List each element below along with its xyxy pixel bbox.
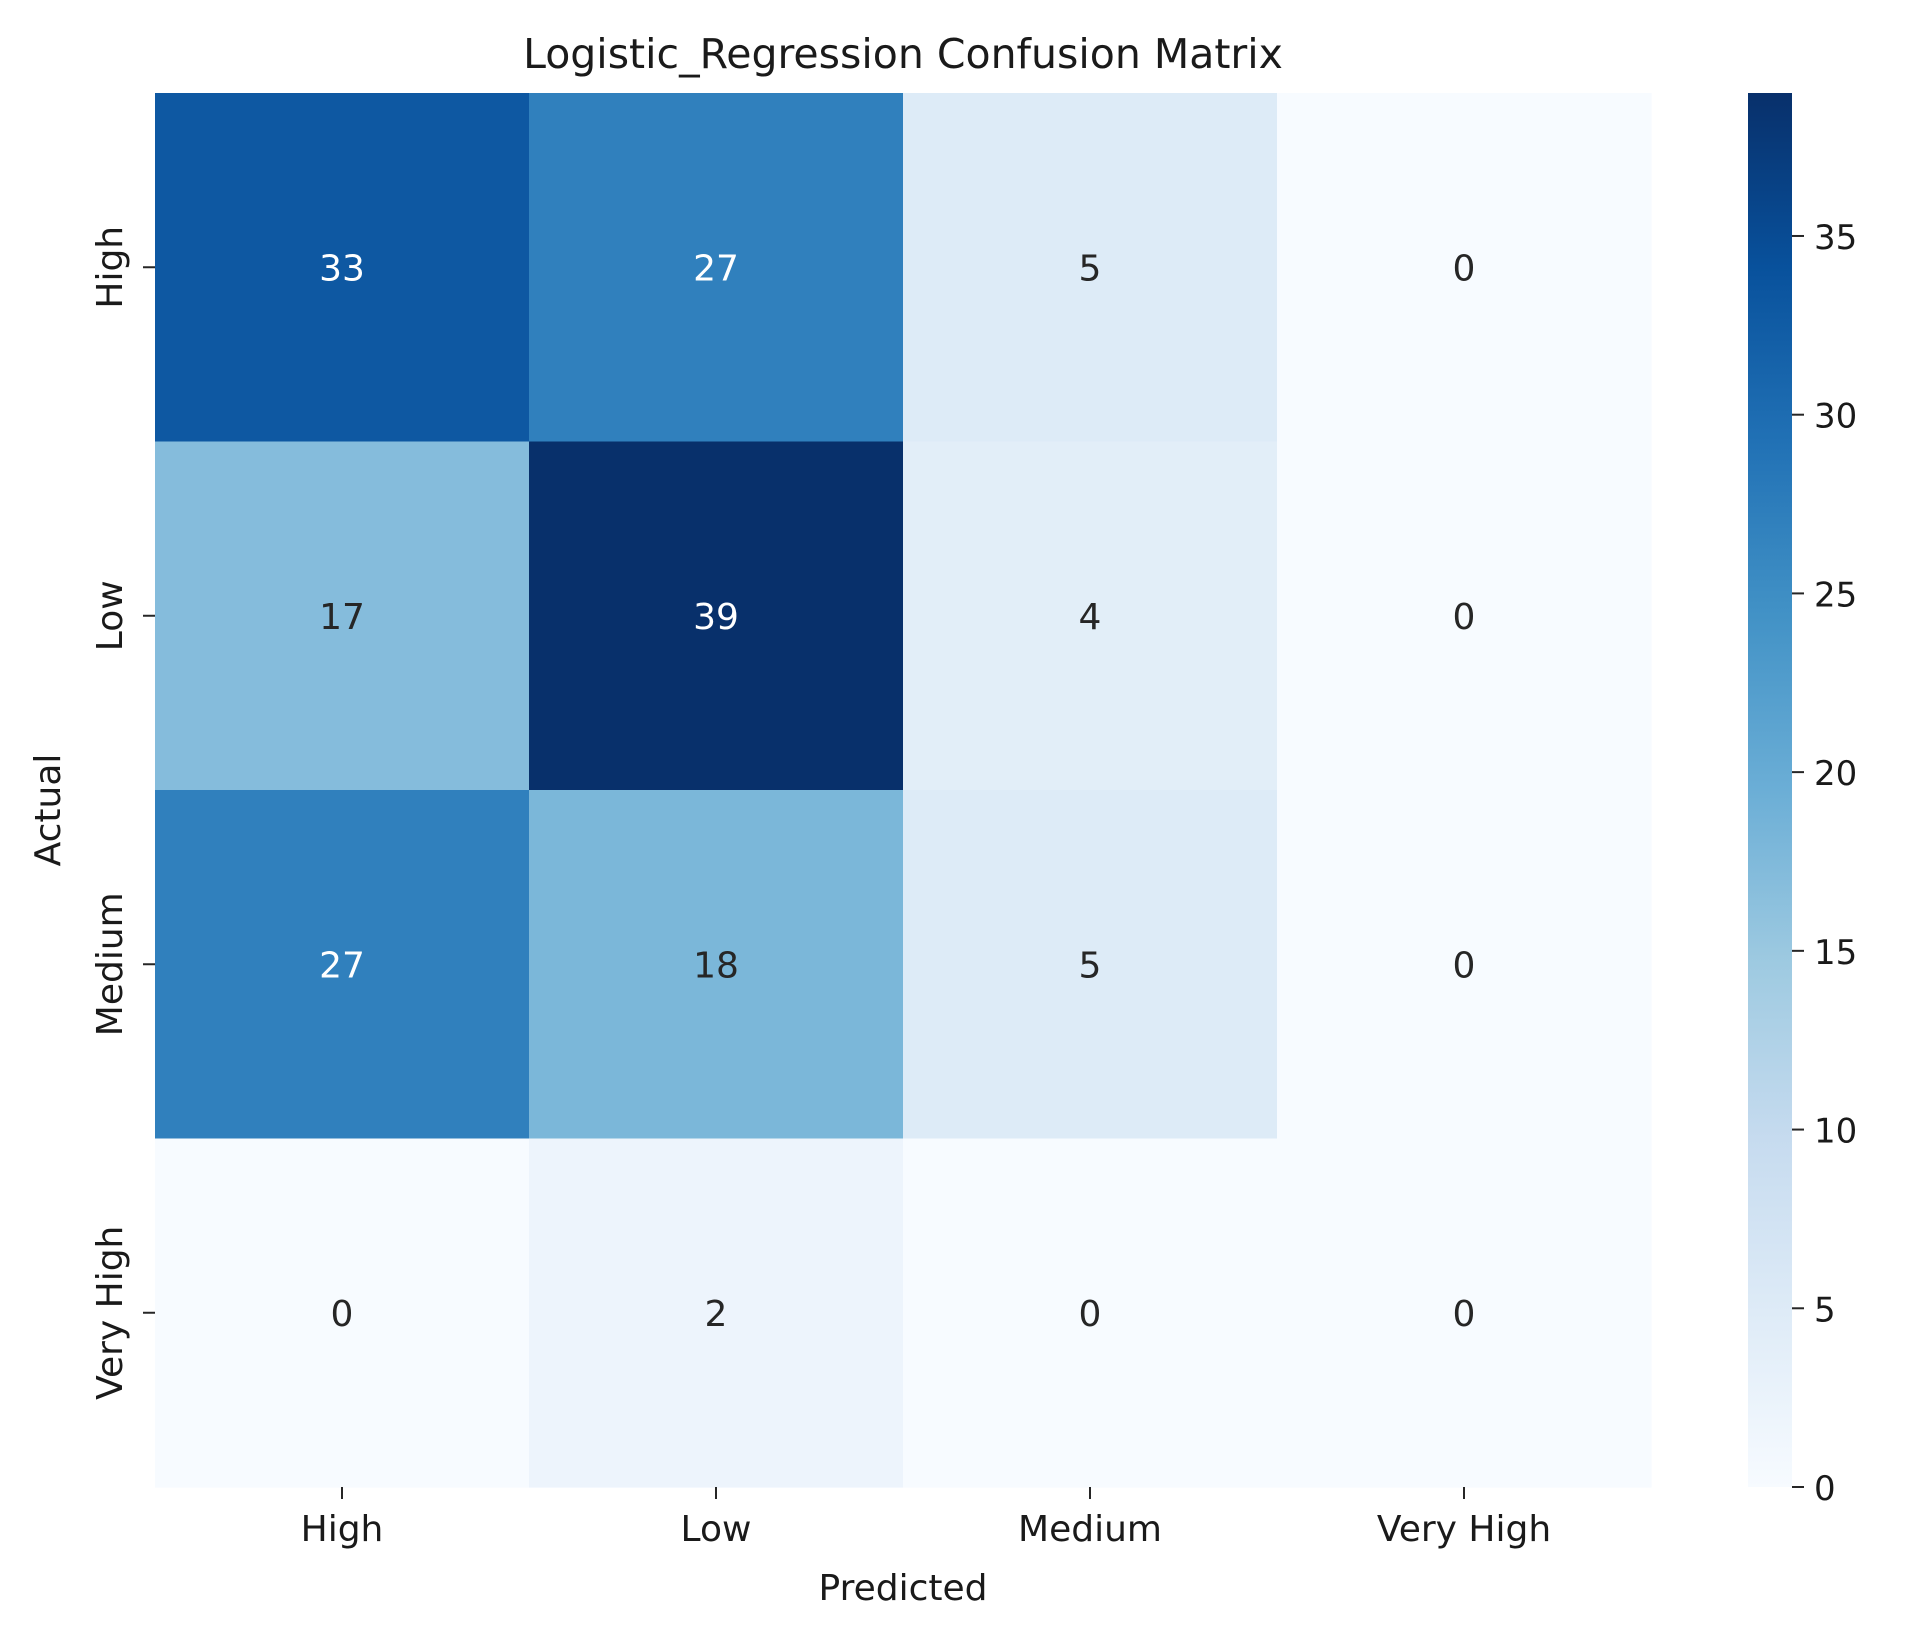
heatmap-grid: 33 27 5 0 17 39 4 0 27 18 5 0 0 2 0 0 [155, 93, 1652, 1488]
heatmap-cell [155, 441, 530, 791]
x-tick-label: Medium [1018, 1509, 1162, 1550]
cell-value-label: 0 [331, 1294, 354, 1335]
heatmap-cell [1277, 1138, 1652, 1488]
y-axis: High Low Medium Very High [90, 226, 155, 1400]
heatmap-cell [903, 441, 1278, 791]
heatmap-cell [903, 790, 1278, 1140]
y-tick-label: Medium [90, 892, 131, 1036]
colorbar-tick-label: 30 [1814, 397, 1857, 437]
colorbar [1748, 93, 1792, 1487]
colorbar-tick-label: 35 [1814, 218, 1857, 258]
cell-value-label: 2 [705, 1294, 728, 1335]
colorbar-tick-label: 20 [1814, 754, 1857, 794]
cell-value-label: 0 [1453, 945, 1476, 986]
y-tick-label: High [90, 226, 131, 309]
heatmap-cell [155, 1138, 530, 1488]
x-axis: High Low Medium Very High [301, 1487, 1551, 1550]
x-tick-label: Very High [1377, 1509, 1551, 1550]
cell-value-label: 4 [1079, 597, 1102, 638]
cell-value-label: 5 [1079, 945, 1102, 986]
x-tick-label: High [301, 1509, 384, 1550]
heatmap-cell [1277, 790, 1652, 1140]
heatmap-cell [903, 1138, 1278, 1488]
colorbar-tick-label: 10 [1814, 1112, 1857, 1152]
heatmap-cell [903, 93, 1278, 443]
heatmap-cell [1277, 93, 1652, 443]
colorbar-ticks: 0 5 10 15 20 25 30 35 [1792, 218, 1857, 1509]
cell-value-label: 27 [693, 248, 739, 289]
heatmap-cell [1277, 441, 1652, 791]
heatmap-cell [529, 1138, 904, 1488]
cell-value-label: 0 [1079, 1294, 1102, 1335]
y-axis-label: Actual [28, 754, 69, 867]
y-tick-label: Low [90, 580, 131, 651]
heatmap-cell [529, 441, 904, 791]
heatmap-cell [529, 93, 904, 443]
cell-value-label: 0 [1453, 597, 1476, 638]
cell-value-label: 0 [1453, 248, 1476, 289]
cell-value-label: 5 [1079, 248, 1102, 289]
cell-value-label: 39 [693, 597, 739, 638]
x-axis-label: Predicted [819, 1568, 988, 1609]
heatmap-cell [155, 93, 530, 443]
cell-value-label: 33 [319, 248, 365, 289]
cell-value-label: 18 [693, 945, 739, 986]
cell-value-label: 0 [1453, 1294, 1476, 1335]
y-tick-label: Very High [90, 1226, 131, 1400]
colorbar-tick-label: 5 [1814, 1290, 1836, 1330]
heatmap-cell [155, 790, 530, 1140]
cell-value-label: 27 [319, 945, 365, 986]
heatmap-cell [529, 790, 904, 1140]
colorbar-tick-label: 15 [1814, 933, 1857, 973]
colorbar-tick-label: 0 [1814, 1469, 1836, 1509]
colorbar-tick-label: 25 [1814, 575, 1857, 615]
x-tick-label: Low [681, 1509, 752, 1550]
cell-value-label: 17 [319, 597, 365, 638]
chart-title: Logistic_Regression Confusion Matrix [523, 30, 1283, 78]
